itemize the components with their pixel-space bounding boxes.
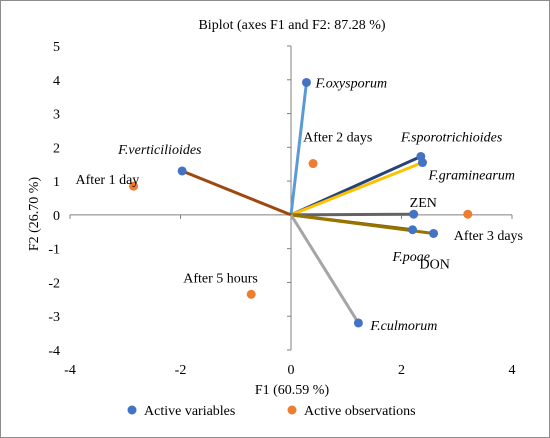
observation-point (309, 159, 318, 168)
y-tick-label: 3 (53, 108, 60, 123)
y-tick-label: 4 (53, 74, 60, 89)
legend-marker (288, 406, 297, 415)
variable-point (178, 166, 187, 175)
y-tick-label: -2 (48, 276, 60, 291)
chart-title: Biplot (axes F1 and F2: 87.28 %) (198, 18, 385, 33)
vector-line (291, 163, 422, 215)
variable-point (302, 78, 311, 87)
vector-line (182, 171, 291, 215)
x-tick-label: 0 (288, 363, 295, 378)
y-tick-label: -1 (48, 243, 60, 258)
y-tick-label: -3 (48, 310, 60, 325)
variable-point (429, 229, 438, 238)
x-tick-label: -4 (64, 363, 76, 378)
variable-label: DON (420, 257, 450, 272)
observation-label: After 3 days (454, 229, 523, 244)
observation-point (463, 210, 472, 219)
y-tick-label: 2 (53, 141, 60, 156)
y-tick-label: 1 (53, 175, 60, 190)
y-tick-label: 5 (53, 40, 60, 55)
variable-vectors (182, 82, 433, 322)
variable-point (354, 318, 363, 327)
observation-point (247, 290, 256, 299)
variable-label: F.graminearum (427, 169, 514, 184)
x-tick-label: -2 (175, 363, 187, 378)
vector-line (291, 215, 358, 323)
x-tick-label: 2 (398, 363, 405, 378)
variable-label: F.verticilioides (117, 143, 202, 158)
legend-marker (128, 406, 137, 415)
vector-line (291, 82, 306, 214)
observation-label: After 5 hours (183, 271, 258, 286)
point-labels: After 2 days After 1 day After 3 days After… (76, 76, 523, 333)
variable-label: ZEN (410, 196, 437, 211)
legend: Active variables Active observations (128, 404, 416, 419)
variable-label: F.culmorum (369, 319, 437, 334)
observation-label: After 1 day (76, 173, 140, 188)
variable-label: F.oxysporum (314, 76, 387, 91)
y-tick-label: -4 (48, 344, 60, 359)
legend-label: Active variables (144, 404, 235, 419)
observation-label: After 2 days (303, 131, 372, 146)
y-tick-label: 0 (53, 209, 60, 224)
x-tick-label: 4 (509, 363, 516, 378)
variable-point (418, 158, 427, 167)
y-axis-label: F2 (26.70 %) (27, 177, 42, 252)
variable-point (408, 225, 417, 234)
axes: -4 -2 0 2 4 -4 -3 -2 -1 0 1 2 3 4 5 (48, 40, 515, 378)
variable-label: F.sporotrichioides (400, 130, 503, 145)
vector-line (291, 214, 414, 215)
legend-label: Active observations (304, 404, 416, 419)
x-axis-label: F1 (60.59 %) (255, 383, 330, 398)
